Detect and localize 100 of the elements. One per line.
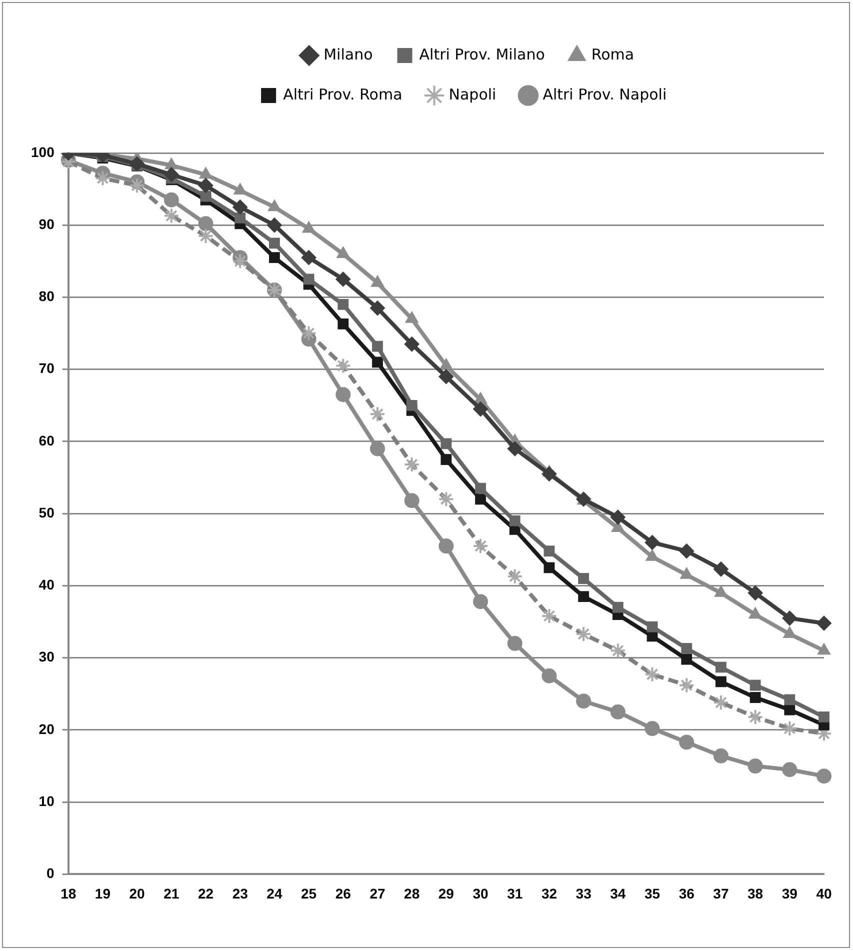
point xyxy=(716,676,726,688)
point xyxy=(303,274,314,285)
x-tick-label: 24 xyxy=(266,885,282,902)
point xyxy=(784,704,796,716)
point xyxy=(268,238,280,249)
point xyxy=(782,610,798,626)
point xyxy=(507,636,522,651)
point xyxy=(475,482,486,494)
point xyxy=(404,493,420,508)
legend-label: Altri Prov. Napoli xyxy=(542,85,667,104)
x-tick-label: 22 xyxy=(198,885,214,902)
point xyxy=(300,325,317,342)
point xyxy=(681,643,692,654)
x-tick-label: 34 xyxy=(610,885,626,902)
y-tick-label: 80 xyxy=(38,288,55,304)
point xyxy=(542,466,557,482)
x-tick-label: 28 xyxy=(404,885,420,902)
point xyxy=(610,704,626,720)
x-tick-label: 32 xyxy=(541,885,558,902)
point xyxy=(129,177,146,194)
x-tick-label: 27 xyxy=(370,885,386,902)
point xyxy=(338,299,349,310)
point xyxy=(644,721,660,736)
x-tick-label: 25 xyxy=(301,885,317,902)
point xyxy=(646,621,658,632)
x-tick-label: 33 xyxy=(576,885,592,902)
x-tick-label: 30 xyxy=(472,885,489,902)
point xyxy=(716,662,726,673)
point xyxy=(404,456,420,473)
point xyxy=(610,510,626,525)
point xyxy=(784,694,796,706)
point xyxy=(544,562,555,574)
point xyxy=(644,534,660,550)
point xyxy=(301,250,316,266)
point xyxy=(748,758,763,774)
point xyxy=(818,712,830,722)
point xyxy=(336,387,351,402)
x-tick-label: 20 xyxy=(129,885,146,902)
point xyxy=(369,406,386,422)
point xyxy=(200,190,212,202)
point xyxy=(612,602,624,613)
point xyxy=(750,680,761,691)
point xyxy=(266,218,282,233)
point xyxy=(544,546,555,557)
point xyxy=(440,454,452,465)
point xyxy=(475,494,486,505)
y-tick-label: 40 xyxy=(38,576,55,593)
legend-label: Altri Prov. Roma xyxy=(283,85,402,104)
point xyxy=(678,677,695,694)
point xyxy=(679,544,694,559)
point xyxy=(541,608,558,624)
point xyxy=(610,642,626,659)
point xyxy=(782,720,798,737)
point xyxy=(782,762,798,778)
x-tick-label: 31 xyxy=(507,885,523,902)
point xyxy=(681,654,692,665)
point xyxy=(234,212,246,224)
point xyxy=(438,491,454,508)
point xyxy=(713,562,728,577)
x-tick-label: 18 xyxy=(60,885,76,902)
x-tick-label: 37 xyxy=(713,885,729,902)
point xyxy=(507,441,522,456)
point xyxy=(713,748,728,764)
point xyxy=(370,300,385,316)
legend-label: Roma xyxy=(591,45,634,64)
point xyxy=(198,178,214,193)
point xyxy=(578,573,590,584)
point xyxy=(198,228,214,244)
point xyxy=(164,167,179,182)
point xyxy=(542,668,557,684)
y-tick-label: 100 xyxy=(31,144,55,160)
point xyxy=(404,336,420,352)
point xyxy=(506,568,523,584)
point xyxy=(164,192,179,208)
point xyxy=(438,369,454,384)
point xyxy=(578,591,590,602)
x-tick-label: 36 xyxy=(678,885,695,902)
point xyxy=(473,594,488,610)
legend-label: Altri Prov. Milano xyxy=(419,45,545,64)
x-tick-label: 29 xyxy=(438,885,454,902)
x-tick-label: 19 xyxy=(94,885,111,902)
point xyxy=(816,616,832,631)
point xyxy=(335,358,352,374)
y-tick-label: 0 xyxy=(46,865,55,882)
point xyxy=(372,356,383,368)
x-tick-label: 26 xyxy=(335,885,352,902)
point xyxy=(440,438,452,450)
point xyxy=(406,400,418,411)
x-tick-label: 38 xyxy=(748,885,764,902)
point xyxy=(472,538,489,554)
point xyxy=(644,666,660,682)
y-tick-label: 50 xyxy=(38,504,55,520)
point xyxy=(473,402,488,417)
point xyxy=(94,170,111,186)
point xyxy=(372,340,383,352)
point xyxy=(163,208,180,224)
point xyxy=(748,585,763,600)
legend-label: Milano xyxy=(324,45,373,64)
y-tick-label: 60 xyxy=(38,432,55,448)
y-tick-label: 90 xyxy=(38,216,55,232)
